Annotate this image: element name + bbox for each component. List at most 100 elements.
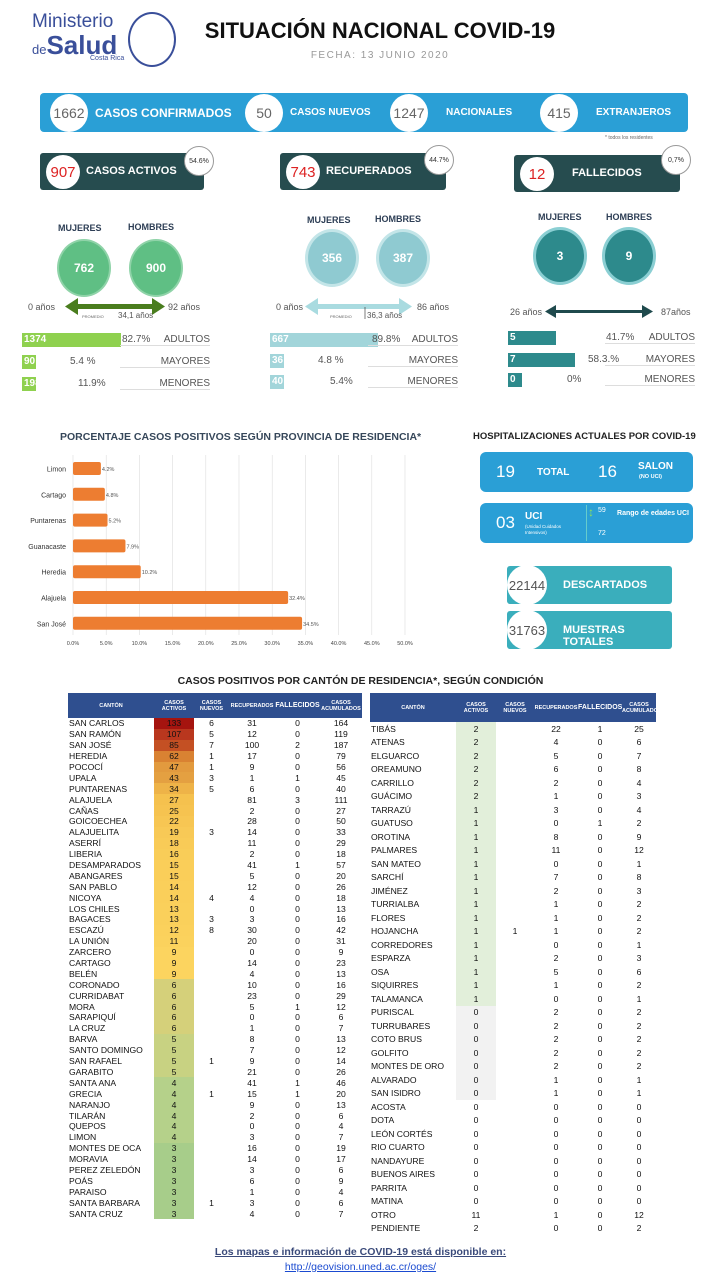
recuperados: 100 [244,740,260,751]
casos-activos: 15 [154,859,194,871]
recuperados: 41 [247,1077,257,1088]
casos-nuevos: 1 [209,1088,214,1099]
fallecidos: 0 [597,1142,603,1153]
canton-name: NARANJO [69,1099,111,1110]
recuperados: 8 [553,831,559,842]
fallecidos: 0 [597,1007,603,1018]
recuperados: 8 [249,1034,255,1045]
canton-name: TILARÁN [69,1110,106,1121]
casos-activos: 9 [154,968,194,980]
casos-activos: 14 [154,892,194,904]
recuperados: 30 [247,925,257,936]
casos-activos: 1 [456,897,496,911]
casos-nuevos: 3 [209,827,214,838]
casos-acumulados: 2 [636,1061,642,1072]
table-row: PENDIENTE 2 0 0 2 [370,1222,656,1236]
casos-acumulados: 27 [336,805,346,816]
canton-name: NANDAYURE [371,1155,425,1166]
fallecidos: 3 [295,794,300,805]
table-row: JIMÉNEZ 1 2 0 3 [370,884,656,898]
fallecidos-age-max: 87años [661,307,691,317]
casos-acumulados: 187 [333,740,349,751]
casos-nuevos: 1 [209,1197,214,1208]
casos-activos: 22 [154,816,194,827]
fallecidos: 0 [597,1074,603,1085]
table-row: BUENOS AIRES 0 0 0 0 [370,1168,656,1182]
data-label: 10.2% [142,570,158,576]
recuperados: 0 [553,939,559,950]
casos-nuevos: 1 [209,762,214,772]
casos-acumulados: 20 [336,1088,346,1099]
casos-acumulados: 14 [336,1056,346,1067]
hospital-total: 19 [496,462,515,481]
canton-name: LA UNIÓN [69,936,110,947]
casos-nuevos [496,911,534,925]
recuperados: 5 [553,750,559,761]
canton-name: PARRITA [371,1182,407,1193]
recuperados: 1 [249,772,255,783]
casos-nuevos: 7 [209,740,214,751]
fallecidos: 1 [295,1001,300,1012]
canton-name: DOTA [371,1115,395,1126]
recuperados: 1 [553,980,559,991]
fallecidos: 1 [295,1077,300,1088]
casos-acumulados: 3 [636,953,642,964]
table-row: OTRO 11 1 0 12 [370,1208,656,1222]
casos-acumulados: 12 [336,1001,346,1012]
fallecidos: 0 [295,1197,300,1208]
canton-name: OROTINA [371,831,411,842]
casos-nuevos [496,1087,534,1101]
footer-link[interactable]: http://geovision.uned.ac.cr/oges/ [284,1261,437,1273]
table-row: SAN MATEO 1 0 0 1 [370,857,656,871]
fallecidos: 0 [295,1023,300,1034]
age-group-pct: 82.7% [122,334,151,345]
casos-nuevos [194,860,229,871]
fallecidos: 0 [597,939,603,950]
casos-activos: 0 [456,1032,496,1046]
recuperados: 5 [249,870,255,881]
table-row: BAGACES 13 3 3 0 16 [68,914,362,925]
canton-name: GUATUSO [371,818,413,829]
recuperados: 17 [247,751,257,762]
bar-alajuela [73,591,289,604]
activos-adultos-bar: 1374 [22,333,122,347]
casos-activos: 4 [154,1099,194,1111]
table-row: GARABITO 5 21 0 26 [68,1066,362,1078]
canton-name: ATENAS [371,737,405,748]
casos-acumulados: 6 [338,1164,344,1175]
casos-activos: 4 [154,1088,194,1100]
casos-nuevos [194,947,229,958]
fallecidos: 0 [597,1223,603,1234]
fallecidos-value: 12 [520,157,554,191]
casos-nuevos [496,1046,534,1060]
casos-activos: 5 [154,1044,194,1056]
casos-activos: 3 [154,1142,194,1154]
casos-activos: 43 [154,772,194,784]
casos-acumulados: 6 [338,1110,344,1121]
fallecidos: 0 [295,1045,300,1056]
casos-acumulados: 12 [634,1209,644,1220]
recuperados: 12 [247,729,257,740]
recuperados-label: RECUPERADOS [326,165,412,177]
hospital-uci-sub: (Unidad Cuidados Intensivos) [525,524,562,535]
canton-name: SAN RAMÓN [69,729,122,740]
casos-activos: 0 [473,1182,479,1193]
logo-ministerio: Ministerio [32,11,114,32]
casos-nuevos [194,805,229,816]
casos-activos: 0 [456,1073,496,1087]
casos-activos: 5 [154,1066,194,1078]
casos-activos: 1 [456,965,496,979]
casos-nuevos [194,1110,229,1121]
recuperados: 12 [247,881,257,892]
canton-name: MORAVIA [69,1154,108,1165]
recuperados-adultos-bar: 667 [270,333,378,347]
table-row: ELGUARCO 2 5 0 7 [370,749,656,763]
casos-nuevos [194,979,229,990]
seal-icon [128,12,176,67]
fallecidos: 0 [295,805,300,816]
casos-activos: 12 [154,924,194,936]
uci-age-min: 59 [598,507,606,514]
fallecidos-label: FALLECIDOS [572,167,642,179]
age-group-pct: 5.4% [330,376,353,387]
x-tick-label: 5.0% [100,641,113,647]
